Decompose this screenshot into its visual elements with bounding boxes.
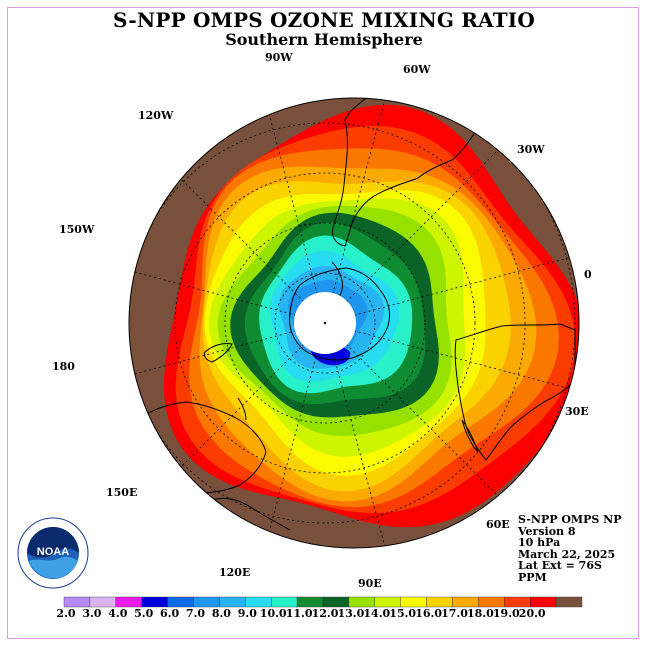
colorbar-tick-label: 2.0 <box>56 607 76 620</box>
colorbar-tick-label: 7.0 <box>185 607 206 620</box>
colorbar-tick-label: 11.0 <box>285 607 313 620</box>
latitude-circle <box>274 272 376 374</box>
lon-label-120e: 120E <box>219 566 251 579</box>
lon-label-30e: 30E <box>565 405 589 418</box>
colorbar-tick-label: 13.0 <box>337 607 365 620</box>
map-boundary <box>128 97 580 549</box>
colorbar-tick-label: 6.0 <box>160 607 180 620</box>
lon-label-60e: 60E <box>486 518 510 531</box>
noaa-logo-icon: NOAA <box>17 517 89 589</box>
colorbar-tick-label: 20.0 <box>518 607 546 620</box>
latitude-circle <box>129 98 576 548</box>
info-instrument: S-NPP OMPS NP <box>518 513 622 526</box>
map-subtitle: Southern Hemisphere <box>225 30 423 49</box>
colorbar-tick-label: 19.0 <box>492 607 520 620</box>
latitude-circle <box>129 122 526 524</box>
colorbar-tick-label: 3.0 <box>82 607 102 620</box>
map-title: S-NPP OMPS OZONE MIXING RATIO <box>113 8 535 32</box>
product-info: S-NPP OMPS NP Version 8 10 hPa March 22,… <box>518 514 621 584</box>
lon-label-90w: 90W <box>265 51 293 64</box>
colorbar-tick-label: 9.0 <box>237 607 257 620</box>
colorbar-tick-label: 4.0 <box>108 607 128 620</box>
colorbar-tick-label: 15.0 <box>389 607 417 620</box>
lon-label-60w: 60W <box>403 63 431 76</box>
latitude-circle <box>224 222 426 424</box>
colorbar-tick-label: 14.0 <box>363 607 391 620</box>
colorbar-tick-label: 18.0 <box>466 607 494 620</box>
lon-label-150e: 150E <box>106 486 138 499</box>
latitude-circle <box>174 172 476 474</box>
lon-label-120w: 120W <box>138 109 174 122</box>
info-units: PPM <box>518 570 547 584</box>
info-level: 10 hPa <box>518 536 561 550</box>
colorbar-tick-label: 10.0 <box>259 607 287 620</box>
lon-label-30w: 30W <box>517 143 545 156</box>
info-date: March 22, 2025 <box>518 547 616 561</box>
colorbar-tick-label: 17.0 <box>441 607 468 620</box>
lon-label-150w: 150W <box>59 223 95 236</box>
figure-frame <box>7 7 639 639</box>
colorbar-tick-label: 5.0 <box>134 607 154 620</box>
lon-label-180: 180 <box>52 360 75 373</box>
info-version: Version 8 <box>518 524 576 538</box>
colorbar-tick-label: 8.0 <box>211 607 231 620</box>
lon-label-0: 0 <box>584 268 592 281</box>
colorbar-tick-label: 12.0 <box>311 607 339 620</box>
logo-text: NOAA <box>37 546 69 558</box>
colorbar-tick-label: 16.0 <box>415 607 442 620</box>
south-pole-marker <box>323 321 327 325</box>
info-lat-ext: Lat Ext = 76S <box>518 559 602 573</box>
lon-label-90e: 90E <box>358 577 382 590</box>
